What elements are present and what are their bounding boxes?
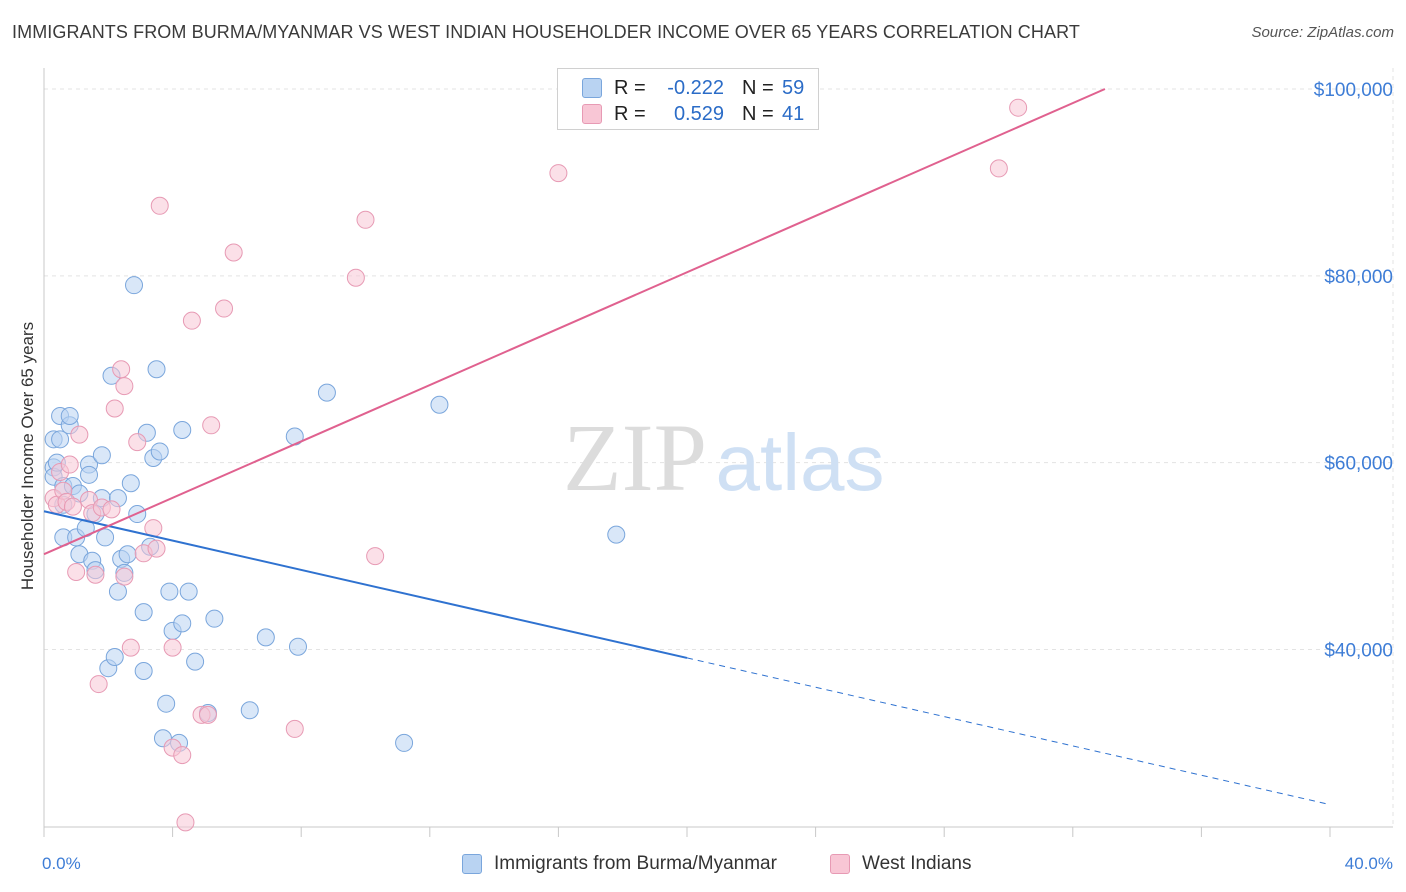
x-tick-label: 40.0% xyxy=(1345,854,1393,873)
point-west-indian xyxy=(147,539,166,558)
r-label: R = xyxy=(614,102,646,125)
y-tick-label: $60,000 xyxy=(1324,454,1393,475)
data-points xyxy=(44,98,1028,832)
n-value: 59 xyxy=(782,76,805,99)
legend-label-burma: Immigrants from Burma/Myanmar xyxy=(494,853,777,874)
point-west-indian xyxy=(60,455,79,474)
point-burma xyxy=(157,694,176,713)
point-west-indian xyxy=(1009,98,1028,117)
point-burma xyxy=(125,276,144,295)
point-burma xyxy=(96,528,115,547)
point-west-indian xyxy=(67,562,86,581)
point-burma xyxy=(173,614,192,633)
point-burma xyxy=(607,525,626,544)
chart-title: IMMIGRANTS FROM BURMA/MYANMAR VS WEST IN… xyxy=(12,22,1080,42)
point-burma xyxy=(60,406,79,425)
point-burma xyxy=(395,733,414,752)
point-burma xyxy=(80,465,99,484)
stats-box: R = -0.222 N = 59 R = 0.529 N = 41 xyxy=(557,68,819,130)
point-west-indian xyxy=(112,360,131,379)
stats-row-burma: R = -0.222 N = 59 xyxy=(582,75,804,101)
point-burma xyxy=(288,637,307,656)
point-burma xyxy=(160,582,179,601)
y-tick-label: $100,000 xyxy=(1314,80,1393,101)
legend-item-burma[interactable]: Immigrants from Burma/Myanmar xyxy=(462,852,777,876)
r-value: 0.529 xyxy=(673,102,724,125)
point-burma xyxy=(256,628,275,647)
point-burma xyxy=(317,383,336,402)
point-west-indian xyxy=(102,500,121,519)
point-west-indian xyxy=(549,164,568,183)
point-west-indian xyxy=(121,638,140,657)
source-label: Source: ZipAtlas.com xyxy=(1251,24,1394,41)
point-burma xyxy=(147,360,166,379)
point-burma xyxy=(240,701,259,720)
legend-item-west-indian[interactable]: West Indians xyxy=(830,852,971,876)
watermark-zip: ZIP xyxy=(563,404,707,511)
point-west-indian xyxy=(150,196,169,215)
point-burma xyxy=(150,442,169,461)
point-west-indian xyxy=(346,268,365,287)
trend-line-burma xyxy=(43,510,688,659)
point-west-indian xyxy=(105,399,124,418)
point-west-indian xyxy=(989,159,1008,178)
point-burma xyxy=(186,652,205,671)
point-west-indian xyxy=(202,416,221,435)
point-west-indian xyxy=(285,719,304,738)
trend-line-burma-extension xyxy=(686,657,1331,806)
swatch-west-indian xyxy=(582,104,602,124)
trend-lines xyxy=(43,88,1331,806)
x-tick-label: 0.0% xyxy=(42,854,81,873)
point-west-indian xyxy=(86,565,105,584)
watermark-atlas: atlas xyxy=(716,418,885,507)
point-burma xyxy=(51,430,70,449)
point-burma xyxy=(105,647,124,666)
legend-label-west-indian: West Indians xyxy=(862,853,972,874)
n-label: N = xyxy=(742,76,774,99)
point-burma xyxy=(92,446,111,465)
point-west-indian xyxy=(366,547,385,566)
point-burma xyxy=(121,474,140,493)
point-west-indian xyxy=(198,705,217,724)
tick-labels: $40,000 $60,000 $80,000 $100,000 0.0% 40.0% xyxy=(42,80,1393,873)
point-west-indian xyxy=(63,497,82,516)
point-west-indian xyxy=(163,638,182,657)
point-west-indian xyxy=(115,377,134,396)
n-value: 41 xyxy=(782,102,805,125)
point-west-indian xyxy=(89,675,108,694)
point-west-indian xyxy=(356,210,375,229)
point-burma xyxy=(118,545,137,564)
y-tick-label: $40,000 xyxy=(1324,641,1393,662)
r-value: -0.222 xyxy=(667,76,724,99)
point-burma xyxy=(173,420,192,439)
y-tick-label: $80,000 xyxy=(1324,267,1393,288)
r-label: R = xyxy=(614,76,646,99)
point-west-indian xyxy=(128,433,147,452)
n-label: N = xyxy=(742,102,774,125)
point-burma xyxy=(205,609,224,628)
point-west-indian xyxy=(182,311,201,330)
point-west-indian xyxy=(70,425,89,444)
point-burma xyxy=(134,661,153,680)
point-burma xyxy=(134,603,153,622)
point-west-indian xyxy=(173,746,192,765)
point-burma xyxy=(108,582,127,601)
legend-swatch-west-indian xyxy=(830,854,850,874)
point-burma xyxy=(179,582,198,601)
point-west-indian xyxy=(176,813,195,832)
point-west-indian xyxy=(215,299,234,318)
stats-row-west-indian: R = 0.529 N = 41 xyxy=(582,101,804,127)
swatch-burma xyxy=(582,78,602,98)
axes xyxy=(43,68,1393,837)
point-west-indian xyxy=(224,243,243,262)
trend-line-west-indian xyxy=(43,88,1106,556)
point-burma xyxy=(430,395,449,414)
point-west-indian xyxy=(115,567,134,586)
legend-swatch-burma xyxy=(462,854,482,874)
